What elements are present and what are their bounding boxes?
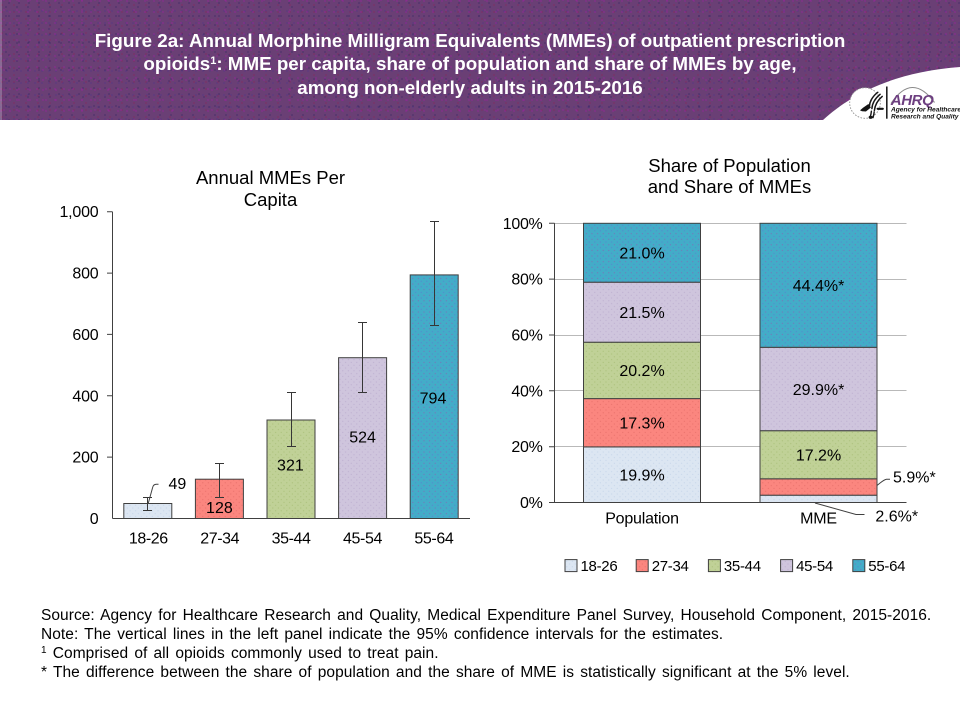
svg-text:Research and Quality: Research and Quality bbox=[891, 113, 959, 120]
svg-text:19.9%: 19.9% bbox=[619, 468, 664, 485]
svg-text:49: 49 bbox=[169, 476, 187, 493]
svg-text:21.0%: 21.0% bbox=[619, 246, 664, 263]
svg-text:600: 600 bbox=[72, 327, 98, 344]
svg-text:44.4%*: 44.4%* bbox=[793, 278, 845, 295]
svg-text:17.2%: 17.2% bbox=[796, 448, 841, 465]
svg-text:55-64: 55-64 bbox=[414, 531, 453, 548]
svg-text:Agency for Healthcare: Agency for Healthcare bbox=[890, 107, 960, 114]
svg-text:794: 794 bbox=[420, 391, 447, 408]
svg-text:21.5%: 21.5% bbox=[619, 305, 664, 322]
svg-text:1,000: 1,000 bbox=[59, 204, 98, 221]
svg-text:35-44: 35-44 bbox=[272, 531, 311, 548]
svg-text:and Share of MMEs: and Share of MMEs bbox=[648, 176, 812, 197]
svg-text:200: 200 bbox=[72, 450, 98, 467]
svg-text:524: 524 bbox=[349, 430, 376, 447]
svg-text:400: 400 bbox=[72, 388, 98, 405]
svg-text:5.9%*: 5.9%* bbox=[893, 470, 936, 487]
svg-text:20%: 20% bbox=[511, 439, 542, 456]
svg-text:Annual MMEs Per: Annual MMEs Per bbox=[196, 167, 345, 188]
svg-text:17.3%: 17.3% bbox=[619, 416, 664, 433]
svg-text:128: 128 bbox=[206, 500, 233, 517]
svg-text:MME: MME bbox=[800, 511, 837, 528]
svg-text:100%: 100% bbox=[503, 216, 543, 233]
svg-text:45-54: 45-54 bbox=[343, 531, 382, 548]
svg-text:20.2%: 20.2% bbox=[619, 363, 664, 380]
svg-text:60%: 60% bbox=[511, 328, 542, 345]
svg-text:27-34: 27-34 bbox=[200, 531, 239, 548]
svg-text:80%: 80% bbox=[511, 272, 542, 289]
svg-text:Population: Population bbox=[605, 511, 679, 528]
svg-text:AHRQ: AHRQ bbox=[890, 92, 934, 109]
svg-text:Capita: Capita bbox=[244, 189, 298, 210]
svg-text:40%: 40% bbox=[511, 383, 542, 400]
svg-text:27-34: 27-34 bbox=[652, 558, 689, 575]
svg-text:35-44: 35-44 bbox=[724, 558, 761, 575]
svg-text:45-54: 45-54 bbox=[796, 558, 833, 575]
svg-text:18-26: 18-26 bbox=[581, 558, 618, 575]
svg-text:321: 321 bbox=[277, 457, 304, 474]
svg-text:2.6%*: 2.6%* bbox=[875, 508, 918, 525]
svg-text:18-26: 18-26 bbox=[129, 531, 168, 548]
svg-text:0%: 0% bbox=[520, 495, 543, 512]
svg-text:800: 800 bbox=[72, 266, 98, 283]
svg-text:0: 0 bbox=[90, 511, 99, 528]
svg-text:55-64: 55-64 bbox=[868, 558, 905, 575]
svg-text:29.9%*: 29.9%* bbox=[793, 382, 845, 399]
svg-text:Share of Population: Share of Population bbox=[648, 155, 811, 176]
